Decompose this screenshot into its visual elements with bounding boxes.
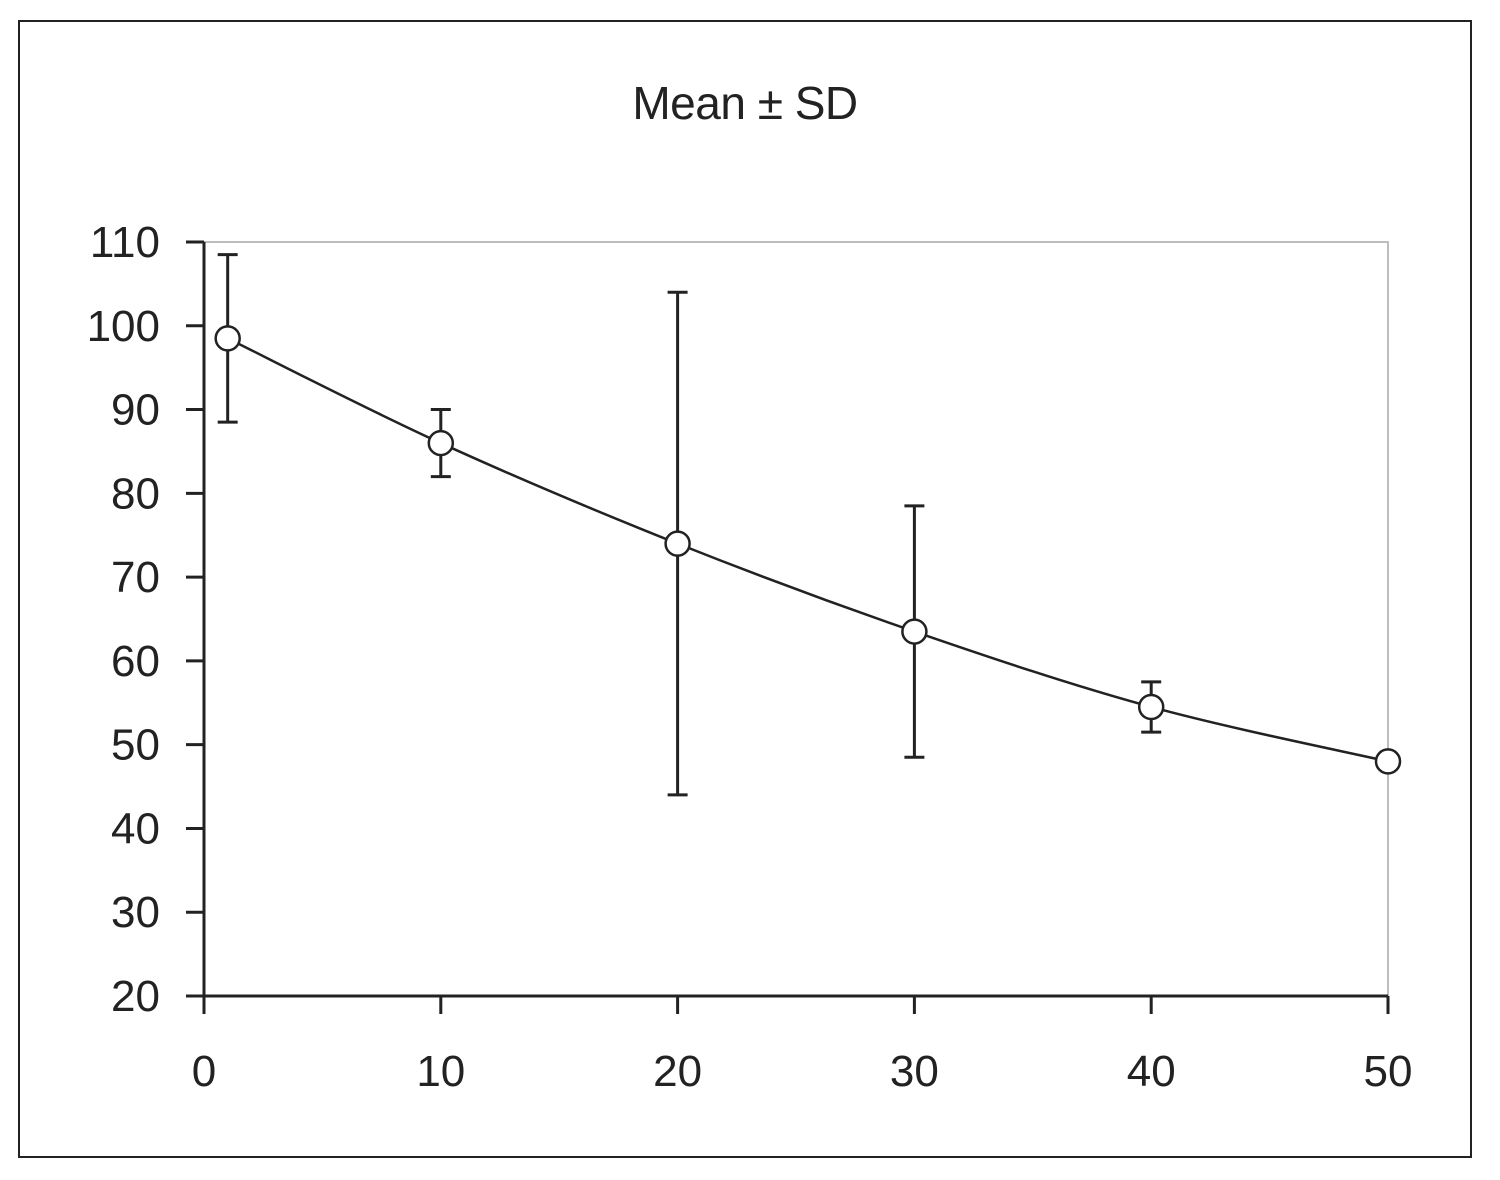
- y-tick-label: 40: [111, 804, 160, 853]
- data-point: [1137, 693, 1165, 721]
- x-tick-label: 0: [192, 1047, 216, 1096]
- chart-frame: [18, 20, 1472, 1158]
- x-tick-label: 30: [890, 1047, 939, 1096]
- data-point: [427, 429, 455, 457]
- x-tick-label: 40: [1127, 1047, 1176, 1096]
- data-point: [1374, 748, 1402, 775]
- y-tick-label: 100: [87, 302, 160, 351]
- data-point: [901, 618, 928, 645]
- y-tick-label: 70: [111, 553, 160, 602]
- chart-title: Mean ± SD: [632, 77, 858, 129]
- y-tick-label: 110: [90, 218, 160, 267]
- x-tick-label: 10: [416, 1047, 465, 1096]
- data-point: [664, 530, 691, 557]
- y-tick-label: 50: [111, 721, 160, 770]
- y-tick-label: 60: [111, 637, 160, 686]
- series-line: [227, 337, 1389, 763]
- y-tick-label: 20: [111, 972, 160, 1021]
- y-tick-label: 30: [111, 888, 160, 937]
- x-tick-label: 50: [1364, 1047, 1413, 1096]
- y-tick-label: 80: [111, 469, 160, 518]
- y-tick-label: 90: [111, 386, 160, 435]
- data-point: [214, 325, 241, 352]
- x-tick-label: 20: [653, 1047, 702, 1096]
- plot-area-border: [204, 241, 1389, 996]
